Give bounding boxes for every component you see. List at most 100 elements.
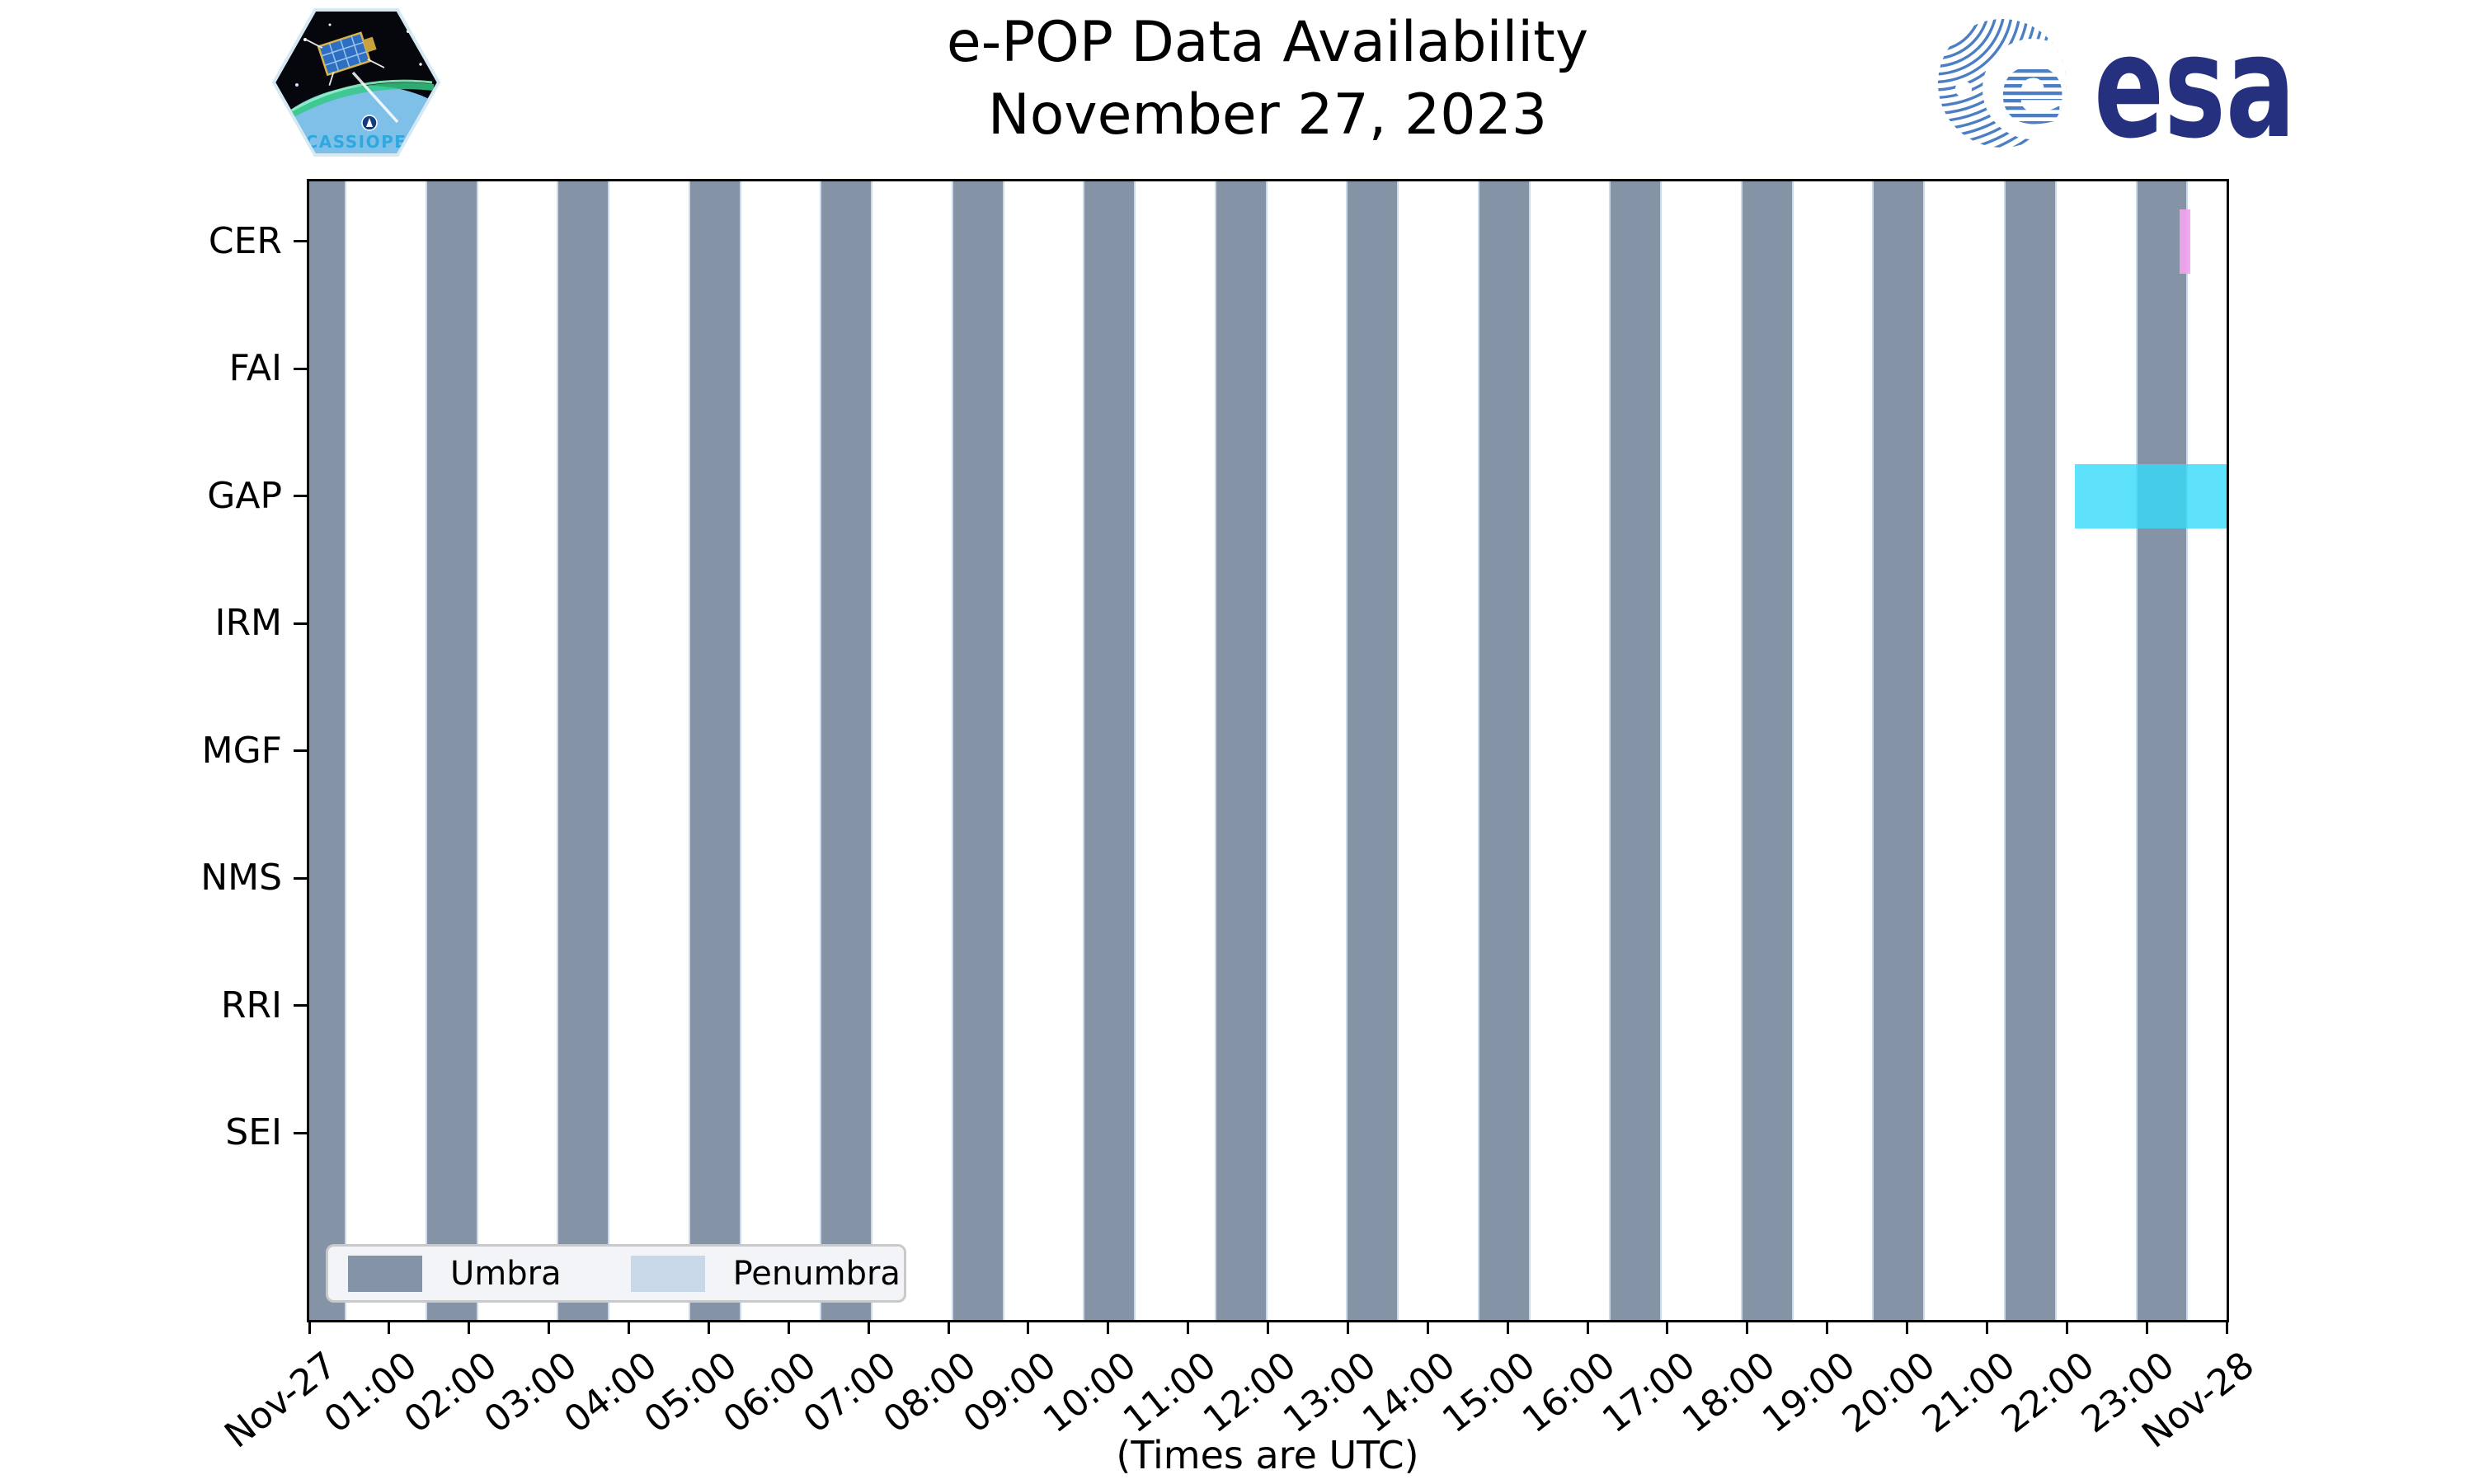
x-tick-label: 18:00 [1674,1344,1784,1442]
x-tick [1985,1320,1988,1334]
legend-swatch-penumbra [630,1255,705,1292]
y-tick-label-irm: IRM [214,602,282,644]
x-tick-label: 20:00 [1834,1344,1943,1442]
umbra-interval [1740,181,1794,1320]
x-tick [1586,1320,1589,1334]
legend: Umbra Penumbra [326,1244,906,1303]
legend-swatch-umbra [348,1255,422,1292]
umbra-interval [309,181,347,1320]
x-tick [2065,1320,2068,1334]
y-tick [294,622,309,625]
x-tick-label: 09:00 [955,1344,1065,1442]
x-tick [787,1320,790,1334]
x-tick [1906,1320,1908,1334]
x-tick-label: 08:00 [876,1344,985,1442]
x-tick [628,1320,630,1334]
umbra-interval [951,181,1004,1320]
umbra-interval [688,181,741,1320]
availability-gap [2074,463,2227,528]
umbra-interval [1346,181,1399,1320]
availability-cer [2179,209,2191,274]
y-tick [294,876,309,880]
x-tick [2225,1320,2228,1334]
cassiope-mission-patch: CASSIOPE [271,7,441,162]
y-tick-label-nms: NMS [200,857,282,899]
x-tick-label: 04:00 [556,1344,665,1442]
x-tick-label: 19:00 [1754,1344,1864,1442]
umbra-interval [1214,181,1268,1320]
umbra-interval [557,181,610,1320]
x-tick [388,1320,391,1334]
x-tick [1666,1320,1669,1334]
x-tick-label: 16:00 [1515,1344,1624,1442]
legend-label-penumbra: Penumbra [732,1254,901,1293]
umbra-interval [425,181,478,1320]
x-tick-label: 07:00 [796,1344,905,1442]
umbra-interval [2135,181,2189,1320]
x-tick-label: 11:00 [1115,1344,1225,1442]
umbra-interval [1872,181,1926,1320]
x-tick [1746,1320,1749,1334]
chart-title-line2: November 27, 2023 [987,82,1548,148]
y-tick-label-cer: CER [208,219,282,262]
x-tick-label: 13:00 [1275,1344,1384,1442]
y-tick [294,1131,309,1134]
chart-title: e-POP Data Availability November 27, 202… [947,7,1588,152]
x-tick [1346,1320,1349,1334]
chart-title-line1: e-POP Data Availability [946,10,1589,75]
y-tick-label-rri: RRI [220,984,282,1026]
y-tick-label-sei: SEI [225,1111,282,1153]
x-tick [1107,1320,1110,1334]
x-tick [707,1320,710,1334]
y-tick-label-fai: FAI [228,347,282,389]
patch-aurora [289,82,435,119]
esa-logo-graphic: e esa [1938,4,2296,170]
esa-logo: e esa [1932,4,2299,170]
x-tick-label: 21:00 [1914,1344,2023,1442]
x-tick-label: 06:00 [716,1344,825,1442]
x-axis-caption: (Times are UTC) [1116,1433,1419,1477]
x-tick-label: 01:00 [316,1344,426,1442]
x-tick [867,1320,870,1334]
y-tick [294,1004,309,1007]
x-tick [548,1320,551,1334]
x-tick-label: 12:00 [1195,1344,1304,1442]
x-tick-label: 05:00 [636,1344,745,1442]
x-tick-label: 17:00 [1594,1344,1704,1442]
umbra-interval [1609,181,1663,1320]
x-tick-label: 02:00 [396,1344,506,1442]
patch-satellite [305,31,385,86]
x-tick [1027,1320,1030,1334]
y-tick [294,367,309,370]
esa-globe-e: e [1999,30,2067,147]
x-tick [308,1320,311,1334]
esa-globe-dot [1955,81,1972,97]
y-tick [294,240,309,242]
plot-area: Umbra Penumbra [307,179,2229,1322]
y-tick-label-gap: GAP [207,474,282,517]
y-tick-label-mgf: MGF [201,729,282,772]
x-tick-label: 14:00 [1355,1344,1464,1442]
patch-beam [351,71,399,124]
x-tick [947,1320,950,1334]
x-tick-label: 10:00 [1035,1344,1145,1442]
x-tick [2145,1320,2148,1334]
patch-cassiope-label: CASSIOPE [306,132,407,152]
x-tick [1826,1320,1829,1334]
umbra-interval [820,181,873,1320]
cassiope-patch-graphic: CASSIOPE [271,8,441,157]
x-tick [1506,1320,1509,1334]
x-tick [468,1320,471,1334]
x-tick-label: 15:00 [1435,1344,1544,1442]
esa-wordmark: esa [2094,10,2296,157]
x-tick-label: 03:00 [476,1344,586,1442]
x-tick [1267,1320,1269,1334]
x-tick [1426,1320,1429,1334]
umbra-interval [1083,181,1136,1320]
legend-label-umbra: Umbra [450,1254,562,1293]
x-tick [1187,1320,1190,1334]
x-tick-label: 22:00 [1994,1344,2103,1442]
y-tick [294,749,309,752]
esa-globe: e [1938,19,2067,148]
